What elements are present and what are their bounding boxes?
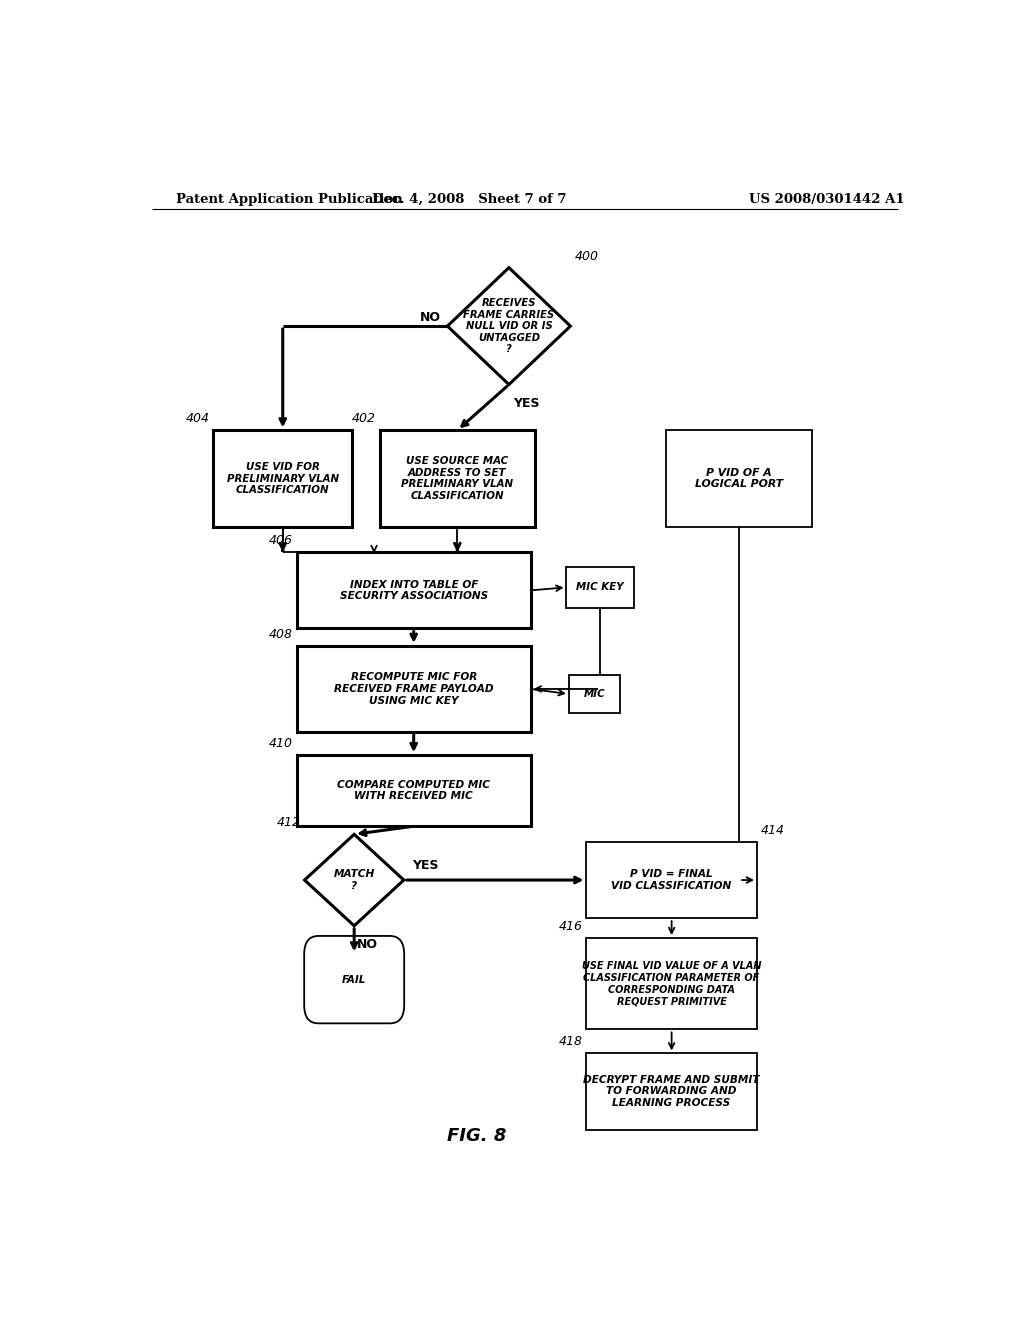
Text: 402: 402: [352, 412, 376, 425]
Text: MATCH
?: MATCH ?: [334, 870, 375, 891]
Text: 418: 418: [558, 1035, 583, 1048]
Text: P VID OF A
LOGICAL PORT: P VID OF A LOGICAL PORT: [695, 467, 783, 490]
FancyBboxPatch shape: [587, 939, 757, 1030]
Polygon shape: [447, 268, 570, 384]
Text: DECRYPT FRAME AND SUBMIT
TO FORWARDING AND
LEARNING PROCESS: DECRYPT FRAME AND SUBMIT TO FORWARDING A…: [584, 1074, 760, 1107]
Text: COMPARE COMPUTED MIC
WITH RECEIVED MIC: COMPARE COMPUTED MIC WITH RECEIVED MIC: [337, 780, 490, 801]
FancyBboxPatch shape: [666, 430, 812, 527]
FancyBboxPatch shape: [380, 430, 535, 527]
Text: YES: YES: [412, 859, 438, 873]
FancyBboxPatch shape: [297, 552, 530, 628]
Text: FAIL: FAIL: [342, 974, 367, 985]
Text: USE VID FOR
PRELIMINARY VLAN
CLASSIFICATION: USE VID FOR PRELIMINARY VLAN CLASSIFICAT…: [226, 462, 339, 495]
Text: 416: 416: [558, 920, 583, 933]
Text: RECOMPUTE MIC FOR
RECEIVED FRAME PAYLOAD
USING MIC KEY: RECOMPUTE MIC FOR RECEIVED FRAME PAYLOAD…: [334, 672, 494, 706]
Text: YES: YES: [513, 397, 540, 409]
Text: 410: 410: [268, 737, 293, 750]
FancyBboxPatch shape: [304, 936, 404, 1023]
Text: INDEX INTO TABLE OF
SECURITY ASSOCIATIONS: INDEX INTO TABLE OF SECURITY ASSOCIATION…: [340, 579, 487, 601]
Text: USE FINAL VID VALUE OF A VLAN
CLASSIFICATION PARAMETER OF
CORRESPONDING DATA
REQ: USE FINAL VID VALUE OF A VLAN CLASSIFICA…: [582, 961, 762, 1006]
Text: FIG. 8: FIG. 8: [447, 1127, 507, 1146]
Polygon shape: [304, 834, 403, 925]
FancyBboxPatch shape: [569, 675, 621, 713]
Text: MIC: MIC: [584, 689, 605, 700]
Text: USE SOURCE MAC
ADDRESS TO SET
PRELIMINARY VLAN
CLASSIFICATION: USE SOURCE MAC ADDRESS TO SET PRELIMINAR…: [401, 457, 513, 502]
FancyBboxPatch shape: [297, 755, 530, 826]
Text: US 2008/0301442 A1: US 2008/0301442 A1: [749, 193, 904, 206]
FancyBboxPatch shape: [587, 1053, 757, 1130]
Text: MIC KEY: MIC KEY: [577, 582, 624, 593]
Text: 400: 400: [574, 249, 598, 263]
Text: NO: NO: [357, 939, 378, 950]
Text: 406: 406: [268, 535, 293, 548]
Text: 404: 404: [185, 412, 209, 425]
FancyBboxPatch shape: [566, 568, 634, 607]
Text: Dec. 4, 2008   Sheet 7 of 7: Dec. 4, 2008 Sheet 7 of 7: [372, 193, 566, 206]
Text: P VID = FINAL
VID CLASSIFICATION: P VID = FINAL VID CLASSIFICATION: [611, 870, 732, 891]
FancyBboxPatch shape: [587, 842, 757, 919]
FancyBboxPatch shape: [213, 430, 352, 527]
FancyBboxPatch shape: [297, 645, 530, 733]
Text: NO: NO: [420, 312, 441, 325]
Text: 412: 412: [276, 816, 301, 829]
Text: Patent Application Publication: Patent Application Publication: [176, 193, 402, 206]
Text: 414: 414: [761, 824, 785, 837]
Text: 408: 408: [268, 628, 293, 640]
Text: RECEIVES
FRAME CARRIES
NULL VID OR IS
UNTAGGED
?: RECEIVES FRAME CARRIES NULL VID OR IS UN…: [463, 298, 555, 354]
